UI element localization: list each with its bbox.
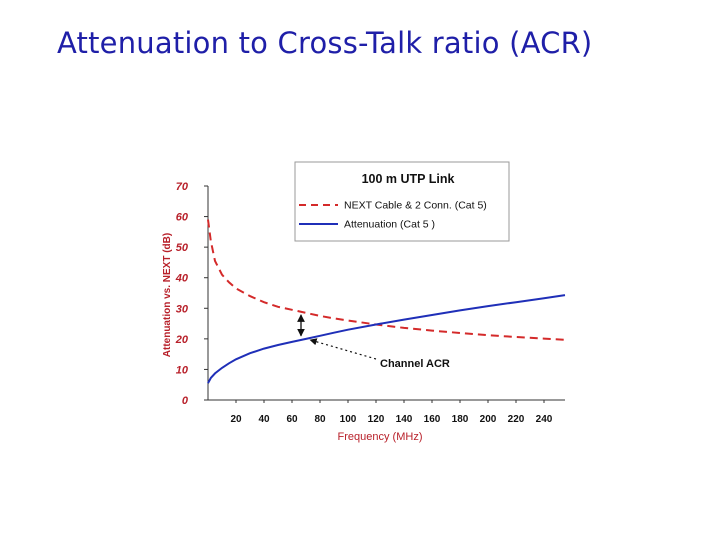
x-tick-label: 100 [340,414,357,425]
x-tick-label: 180 [452,414,469,425]
chart-title: 100 m UTP Link [362,172,455,186]
y-tick-label: 70 [176,181,189,193]
y-tick-label: 0 [182,395,189,407]
series-line-attenuation [207,294,566,384]
x-axis-label: Frequency (MHz) [338,431,423,443]
y-tick-label: 50 [176,242,189,254]
x-tick-label: 20 [230,414,242,425]
series-lines [207,219,566,384]
annotation-label: Channel ACR [380,358,450,370]
series-line-next [207,219,566,341]
annotation-group: Channel ACR [297,314,450,370]
legend-entry: Attenuation (Cat 5 ) [344,219,435,231]
y-tick-label: 60 [176,212,189,224]
legend: 100 m UTP Link NEXT Cable & 2 Conn. (Cat … [294,161,510,242]
x-tick-label: 200 [480,414,497,425]
y-tick-label: 10 [176,364,189,376]
y-axis-label: Attenuation vs. NEXT (dB) [162,233,173,357]
x-tick-label: 240 [536,414,553,425]
x-tick-label: 80 [314,414,326,425]
x-tick-label: 60 [286,414,298,425]
y-tick-labels: 0 10 20 30 40 50 60 70 [175,181,189,407]
x-tick-label: 40 [258,414,270,425]
legend-entry: NEXT Cable & 2 Conn. (Cat 5) [344,200,487,212]
acr-pointer-line [309,338,377,360]
x-tick-label: 140 [396,414,413,425]
legend-box [294,161,510,242]
x-tick-label: 120 [368,414,385,425]
y-tick-label: 30 [176,303,189,315]
x-tick-label: 220 [508,414,525,425]
x-tick-labels: 20 40 60 80 100 120 140 160 180 200 220 240 [230,414,552,425]
y-tick-label: 40 [175,273,189,285]
slide-title: Attenuation to Cross-Talk ratio (ACR) [57,26,593,60]
x-tick-label: 160 [424,414,441,425]
y-tick-label: 20 [175,334,189,346]
